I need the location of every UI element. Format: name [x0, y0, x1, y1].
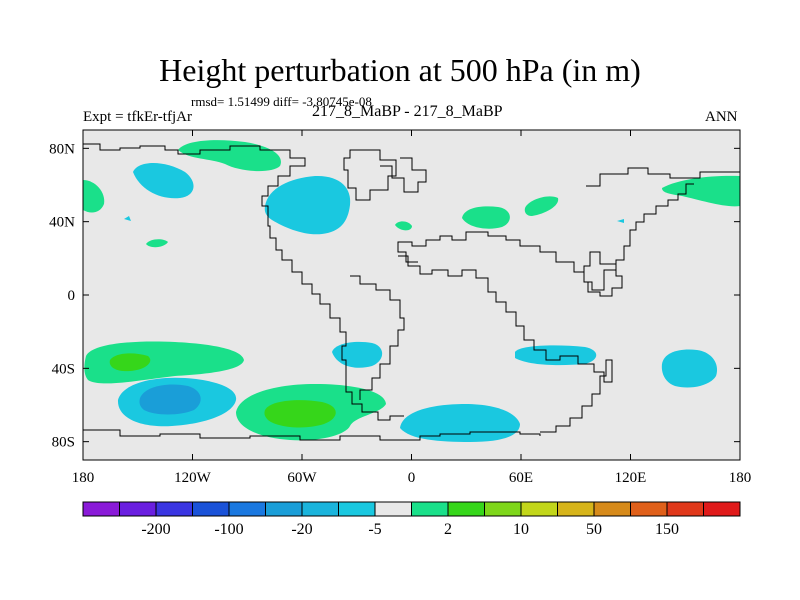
contour-patch-pacific-small-positive: [146, 239, 168, 248]
lon-tick-label: 60W: [287, 470, 317, 486]
colorbar-label: -200: [141, 521, 170, 538]
colorbar-label: -5: [368, 521, 381, 538]
colorbar-swatch: [82, 501, 120, 517]
colorbar-swatch: [265, 501, 303, 517]
contour-patch-asia-positive-1: [462, 206, 510, 229]
contour-patch-south-pacific-positive-core: [109, 353, 151, 372]
coastline-africa: [398, 255, 613, 433]
colorbar-swatch: [338, 501, 376, 517]
coastlines: [83, 143, 740, 441]
colorbar-swatch: [703, 501, 741, 517]
contour-patch-south-pacific-positive: [84, 341, 244, 384]
colorbar-swatch: [374, 501, 412, 517]
colorbar-swatch: [520, 501, 558, 517]
contour-fills: [83, 140, 740, 442]
colorbar-label: 50: [586, 521, 602, 538]
colorbar-label: 2: [444, 521, 452, 538]
contour-patch-south-pacific-east-negative: [661, 349, 718, 388]
colorbar-swatch: [155, 501, 193, 517]
contour-patch-south-pacific-negative-core: [139, 384, 201, 415]
coastline-americas: [83, 143, 405, 421]
colorbar: [82, 501, 741, 517]
colorbar-label: 150: [655, 521, 679, 538]
colorbar-swatch: [119, 501, 157, 517]
contour-patch-south-atlantic-positive-core: [264, 400, 336, 428]
axis-labels: 80N 40N 0 40S 80S 180 120W 60W 0 60E 120E 180: [49, 141, 751, 486]
colorbar-swatch: [666, 501, 704, 517]
colorbar-label: -100: [214, 521, 243, 538]
lon-tick-label: 180: [72, 470, 95, 486]
lon-tick-label: 0: [408, 470, 416, 486]
lat-tick-label: 40N: [49, 215, 75, 231]
lat-tick-label: 40S: [52, 361, 75, 377]
experiment-label: Expt = tfkEr-tfjAr: [83, 109, 192, 125]
lon-tick-label: 120E: [615, 470, 647, 486]
contour-patch-asia-positive-2: [524, 196, 559, 216]
colorbar-swatch: [593, 501, 631, 517]
colorbar-swatch: [192, 501, 230, 517]
colorbar-swatch: [484, 501, 522, 517]
lat-tick-label: 80S: [52, 435, 75, 451]
contour-patch-south-america-negative: [332, 341, 383, 368]
contour-patch-east-edge-positive: [662, 175, 740, 207]
contour-patch-indian-ocean-negative: [515, 345, 597, 366]
lat-tick-label: 0: [68, 288, 76, 304]
contour-patch-na-pacific-negative: [133, 163, 194, 199]
lon-tick-label: 120W: [174, 470, 212, 486]
colorbar-label: 10: [513, 521, 529, 538]
season-label: ANN: [705, 109, 738, 125]
colorbar-swatch: [301, 501, 339, 517]
colorbar-swatch: [630, 501, 668, 517]
colorbar-swatch: [447, 501, 485, 517]
stats-label: rmsd= 1.51499 diff= -3.80745e-08: [191, 94, 372, 109]
colorbar-label: -20: [291, 521, 312, 538]
colorbar-swatch: [557, 501, 595, 517]
lat-tick-label: 80N: [49, 141, 75, 157]
axis-ticks: [82, 130, 741, 460]
case-label: 217_8_MaBP - 217_8_MaBP: [312, 103, 503, 120]
coastline-antarctica: [83, 429, 541, 441]
coastline-greenland: [343, 149, 427, 201]
lon-tick-label: 180: [729, 470, 752, 486]
contour-patch-tiny-negative-1: [124, 216, 131, 221]
contour-patch-europe-positive: [395, 221, 412, 231]
plot-title: Height perturbation at 500 hPa (in m): [159, 52, 641, 88]
contour-patch-arctic-positive: [178, 140, 281, 172]
colorbar-labels: -200 -100 -20 -5 2 10 50 150: [141, 521, 679, 538]
lon-tick-label: 60E: [509, 470, 533, 486]
coastline-australia: [583, 251, 623, 297]
colorbar-swatch: [411, 501, 449, 517]
contour-patch-west-edge-positive: [83, 180, 105, 213]
colorbar-swatch: [228, 501, 266, 517]
contour-patch-tiny-negative-2: [617, 219, 624, 223]
contour-patch-canada-negative: [264, 175, 351, 235]
coastline-eurasia: [397, 167, 740, 291]
